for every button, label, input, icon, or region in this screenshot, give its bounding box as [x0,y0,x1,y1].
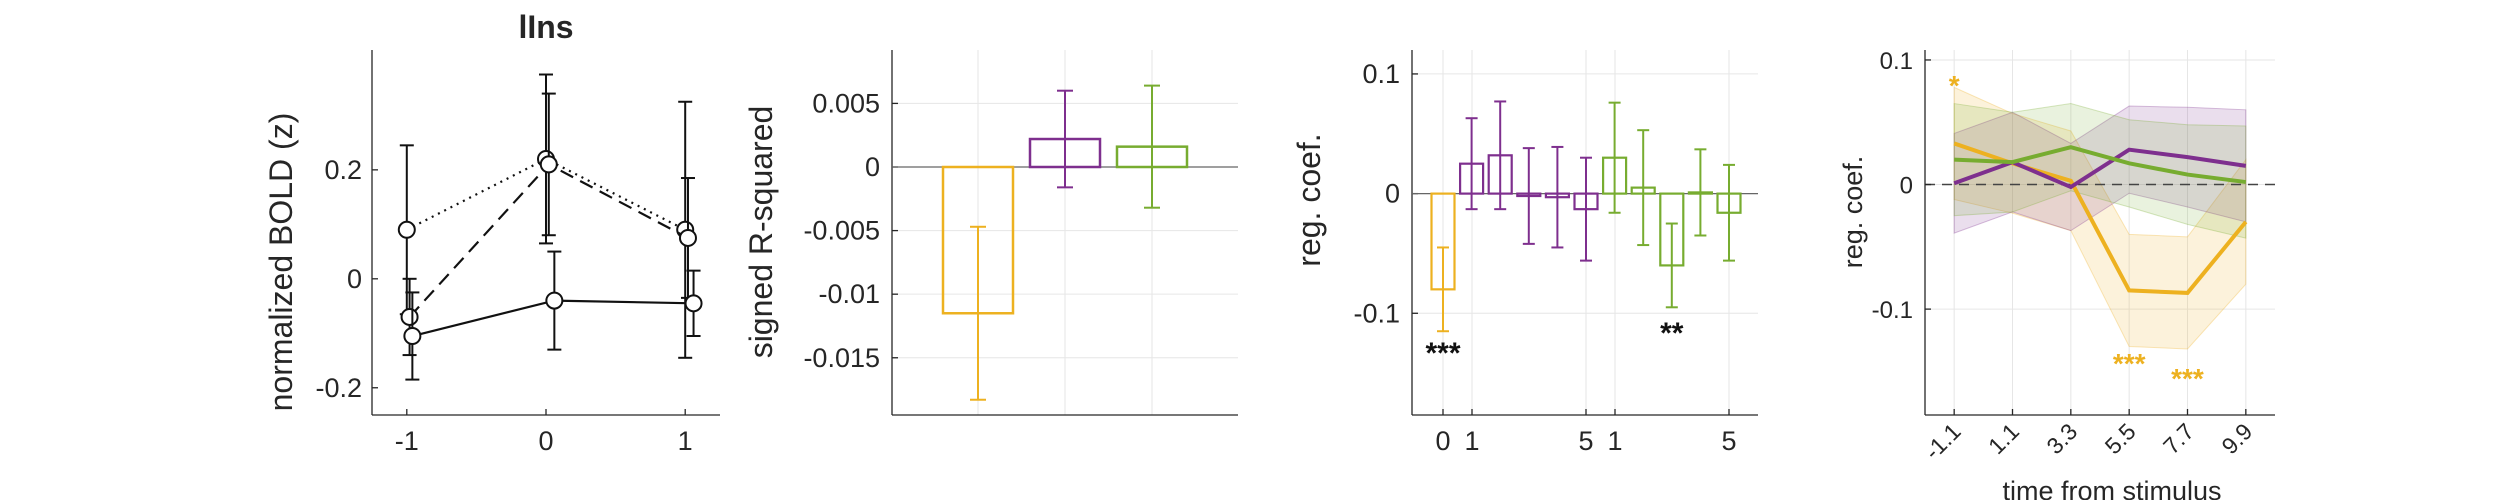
panel4-ylabel: reg. coef. [1838,156,1868,269]
x-tick-label: 3.3 [2041,418,2082,459]
y-tick-label: -0.005 [803,216,880,246]
x-tick-label: 9.9 [2216,418,2257,459]
significance-marker: *** [2171,363,2204,394]
x-tick-label: 0 [1435,426,1450,456]
x-tick-label: 1 [1607,426,1622,456]
data-point [545,291,564,310]
y-tick-label: -0.2 [315,373,362,403]
data-point [539,155,558,174]
x-tick-label: 0 [538,426,553,456]
panel-line-bold: lIns normalized BOLD (z) -0.2 0 0.2 -1 0 1 [263,9,720,456]
x-tick-label: 5.5 [2100,418,2141,459]
x-tick-label: 1.1 [1983,418,2024,459]
data-point [684,294,703,313]
y-tick-label: 0 [1900,173,1913,200]
y-tick-label: 0.005 [812,88,880,118]
y-tick-label: 0 [347,264,362,294]
significance-marker: * [1949,70,1960,101]
series-line-dotted [406,157,686,231]
panel-bar-rsquared: signed R-squared -0.015 -0.01 -0.005 0 0.005 [743,50,1238,416]
y-tick-label: 0 [1385,179,1400,209]
y-tick-label: -0.1 [1872,297,1913,324]
data-point [678,228,697,247]
y-tick-label: -0.01 [818,279,880,309]
x-tick-label: -1 [395,426,419,456]
y-tick-label: 0 [865,152,880,182]
panel3-ylabel: reg. coef. [1291,133,1327,266]
y-tick-label: 0.1 [1362,59,1400,89]
panel2-ylabel: signed R-squared [743,106,779,359]
panel-bar-regcoef: reg. coef. -0.100.10 1 5 1 5***** [1291,50,1758,456]
x-tick-label: 1 [678,426,693,456]
x-tick-label: 7.7 [2158,418,2199,459]
series-line [1954,145,2247,185]
significance-marker: ** [1660,317,1684,350]
y-tick-label: 0.1 [1880,48,1913,75]
series-line [1953,147,2247,190]
x-tick-label: 5 [1721,426,1736,456]
panel1-title: lIns [518,9,573,45]
panel4-xlabel: time from stimulus [2002,476,2221,500]
x-tick-label: -1.1 [1919,418,1965,464]
data-point [400,307,419,326]
significance-marker: *** [1425,337,1460,370]
y-tick-label: -0.015 [803,343,880,373]
x-tick-label: 5 [1578,426,1593,456]
panel-timecourse: reg. coef. time from stimulus -0.1 0 0.1 -1… [1838,48,2275,500]
confidence-band [1953,102,2247,239]
data-point [403,327,422,346]
x-tick-label: 1 [1464,426,1479,456]
confidence-band [1953,86,2247,350]
y-tick-label: 0.2 [324,155,362,185]
data-point [397,220,416,239]
significance-marker: *** [2113,348,2146,379]
panel1-ylabel: normalized BOLD (z) [263,113,299,412]
y-tick-label: -0.1 [1353,298,1400,328]
